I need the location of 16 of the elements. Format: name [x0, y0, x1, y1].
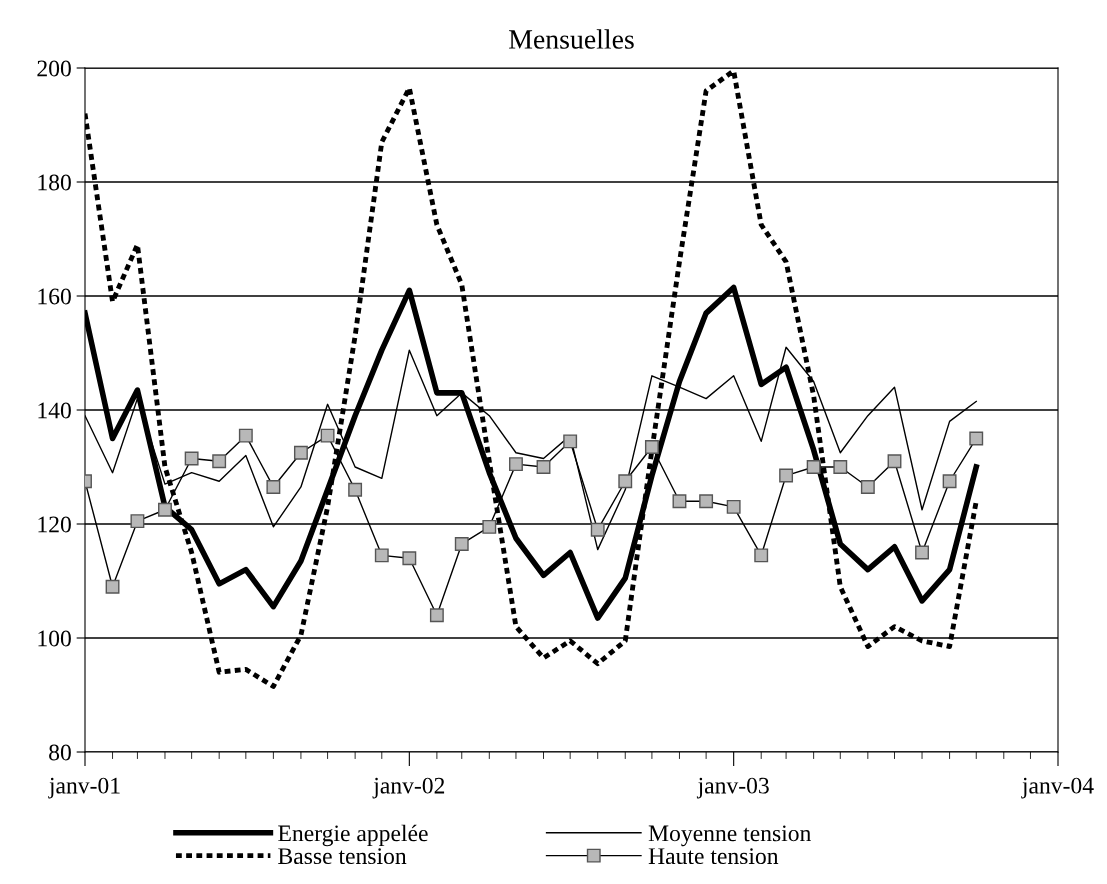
x-tick-label: janv-03 [696, 777, 769, 799]
y-tick-label: 160 [38, 288, 71, 305]
y-tick-label: 120 [38, 516, 71, 533]
legend-label: Haute tension [648, 848, 779, 865]
y-tick-label: 180 [38, 174, 71, 191]
x-tick-label: janv-02 [372, 777, 445, 799]
y-tick-label: 100 [38, 630, 71, 647]
legend-label: Basse tension [278, 848, 407, 865]
y-tick-label: 200 [37, 60, 71, 77]
x-tick-label: janv-04 [1021, 777, 1094, 799]
x-tick-label: janv-01 [48, 777, 120, 799]
legend-label: Energie appelée [278, 824, 428, 847]
chart-title: Mensuelles [509, 29, 634, 49]
y-tick-label: 80 [49, 744, 71, 761]
legend-label: Moyenne tension [648, 825, 811, 847]
y-tick-label: 140 [38, 402, 71, 419]
